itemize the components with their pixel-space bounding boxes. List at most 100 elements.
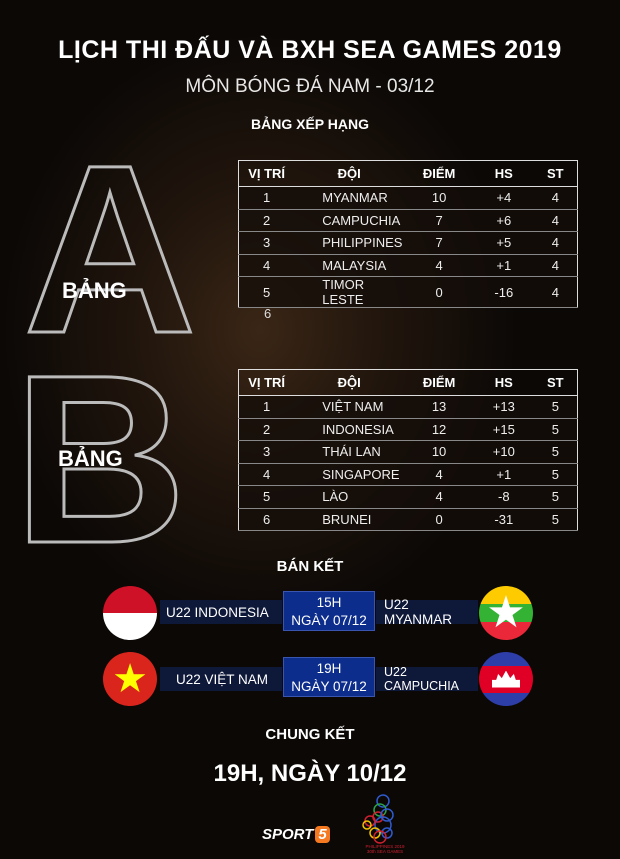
table-cell: 5 xyxy=(238,485,295,509)
table-cell: 4 xyxy=(404,254,474,277)
group-a-letter: A xyxy=(22,150,198,340)
table-cell: 2 xyxy=(238,209,295,232)
final-label: CHUNG KẾT xyxy=(265,726,355,743)
vietnam-flag-icon: ★ xyxy=(103,652,157,706)
table-cell: 13 xyxy=(404,395,474,419)
table-cell: 4 xyxy=(404,463,474,486)
table-row: 3 PHILIPPINES 7 +5 4 xyxy=(238,231,578,255)
table-row: 1 VIỆT NAM 13 +13 5 xyxy=(238,395,578,419)
table-cell: +6 xyxy=(473,209,534,232)
column-header: VỊ TRÍ xyxy=(238,160,295,187)
table-cell: 3 xyxy=(238,440,295,464)
table-cell: 5 xyxy=(533,485,578,509)
page-subtitle: MÔN BÓNG ĐÁ NAM - 03/12 xyxy=(185,76,435,97)
final-datetime: 19H, NGÀY 10/12 xyxy=(213,760,407,787)
svg-text:B: B xyxy=(20,360,187,550)
match-2-date: NGÀY 07/12 xyxy=(291,679,367,694)
svg-text:30th SEA GAMES: 30th SEA GAMES xyxy=(367,849,403,854)
table-cell: +1 xyxy=(473,254,534,277)
column-header: ĐỘI xyxy=(294,160,405,187)
table-cell: 3 xyxy=(238,231,295,255)
cambodia-flag-icon xyxy=(479,652,533,706)
table-cell: 0 xyxy=(404,276,474,308)
table-cell: 4 xyxy=(533,276,578,308)
table-cell: 12 xyxy=(404,418,474,441)
table-cell: +1 xyxy=(473,463,534,486)
semifinal-label: BÁN KẾT xyxy=(276,558,344,575)
myanmar-flag-icon: ★ xyxy=(479,586,533,640)
table-cell: BRUNEI xyxy=(294,508,405,531)
sport5-logo: SPORT 5 xyxy=(262,826,330,843)
table-cell: 4 xyxy=(238,254,295,277)
match-1-away: U22 MYANMAR xyxy=(376,597,478,627)
column-header: VỊ TRÍ xyxy=(238,369,295,396)
match-1-hour: 15H xyxy=(316,595,342,610)
group-b-label: BẢNG xyxy=(58,446,123,471)
table-cell: VIỆT NAM xyxy=(294,395,405,419)
table-cell: -16 xyxy=(473,276,534,308)
indonesia-flag-icon xyxy=(103,586,157,640)
table-row: 4 MALAYSIA 4 +1 4 xyxy=(238,254,578,277)
table-cell: 1 xyxy=(238,395,295,419)
table-cell: MALAYSIA xyxy=(294,254,405,277)
table-row: 5 LÀO 4 -8 5 xyxy=(238,485,578,509)
table-cell: 10 xyxy=(404,186,474,210)
svg-text:A: A xyxy=(23,150,196,340)
table-cell: -8 xyxy=(473,485,534,509)
table-cell: 5 xyxy=(533,418,578,441)
column-header: ĐỘI xyxy=(294,369,405,396)
table-cell: -31 xyxy=(473,508,534,531)
table-cell: INDONESIA xyxy=(294,418,405,441)
column-header: HS xyxy=(473,160,534,187)
column-header: ST xyxy=(533,369,578,396)
table-row: 2 CAMPUCHIA 7 +6 4 xyxy=(238,209,578,232)
table-header: VỊ TRÍ ĐỘI ĐIỂM HS ST xyxy=(238,369,578,396)
match-2-time: 19H NGÀY 07/12 xyxy=(283,657,375,697)
table-cell: +10 xyxy=(473,440,534,464)
table-cell: 5 xyxy=(533,463,578,486)
table-row: 2 INDONESIA 12 +15 5 xyxy=(238,418,578,441)
table-cell: 2 xyxy=(238,418,295,441)
table-cell: 4 xyxy=(238,463,295,486)
column-header: ST xyxy=(533,160,578,187)
table-cell: THÁI LAN xyxy=(294,440,405,464)
table-cell: 4 xyxy=(533,254,578,277)
group-a-label: BẢNG xyxy=(62,278,127,303)
match-2-away: U22 CAMPUCHIA xyxy=(376,665,478,693)
table-row: 5 TIMOR LESTE 0 -16 4 xyxy=(238,276,578,308)
standings-label: BẢNG XẾP HẠNG xyxy=(251,116,369,132)
table-cell: CAMPUCHIA xyxy=(294,209,405,232)
match-1-date: NGÀY 07/12 xyxy=(291,613,367,628)
table-cell: PHILIPPINES xyxy=(294,231,405,255)
match-2-home: U22 VIỆT NAM xyxy=(160,667,282,691)
table-cell: 4 xyxy=(404,485,474,509)
table-row: 4 SINGAPORE 4 +1 5 xyxy=(238,463,578,486)
table-cell: 5 xyxy=(533,395,578,419)
table-cell: 10 xyxy=(404,440,474,464)
page-title: LỊCH THI ĐẤU VÀ BXH SEA GAMES 2019 xyxy=(58,36,562,64)
match-1-time: 15H NGÀY 07/12 xyxy=(283,591,375,631)
svg-text:PHILIPPINES 2019: PHILIPPINES 2019 xyxy=(365,844,405,849)
table-cell: 5 xyxy=(533,440,578,464)
table-cell: SINGAPORE xyxy=(294,463,405,486)
table-row: 1 MYANMAR 10 +4 4 xyxy=(238,186,578,210)
column-header: HS xyxy=(473,369,534,396)
table-cell: 7 xyxy=(404,231,474,255)
table-cell: 7 xyxy=(404,209,474,232)
table-cell: 0 xyxy=(404,508,474,531)
match-2-hour: 19H xyxy=(316,661,342,676)
group-a-table: VỊ TRÍ ĐỘI ĐIỂM HS ST 1 MYANMAR 10 +4 4 2 CAMPUCHIA… xyxy=(238,160,578,308)
table-row: 3 THÁI LAN 10 +10 5 xyxy=(238,440,578,464)
table-cell: +13 xyxy=(473,395,534,419)
table-cell: 5 xyxy=(238,276,295,308)
table-cell: TIMOR LESTE xyxy=(294,276,405,308)
table-cell: 1 xyxy=(238,186,295,210)
column-header: ĐIỂM xyxy=(404,160,474,187)
sport5-badge: 5 xyxy=(315,826,330,843)
group-b-table: VỊ TRÍ ĐỘI ĐIỂM HS ST 1 VIỆT NAM 13 +13 5 2 INDONES… xyxy=(238,369,578,531)
group-a-extra-rank: 6 xyxy=(264,306,272,321)
table-cell: 4 xyxy=(533,231,578,255)
table-cell: +15 xyxy=(473,418,534,441)
table-cell: 5 xyxy=(533,508,578,531)
